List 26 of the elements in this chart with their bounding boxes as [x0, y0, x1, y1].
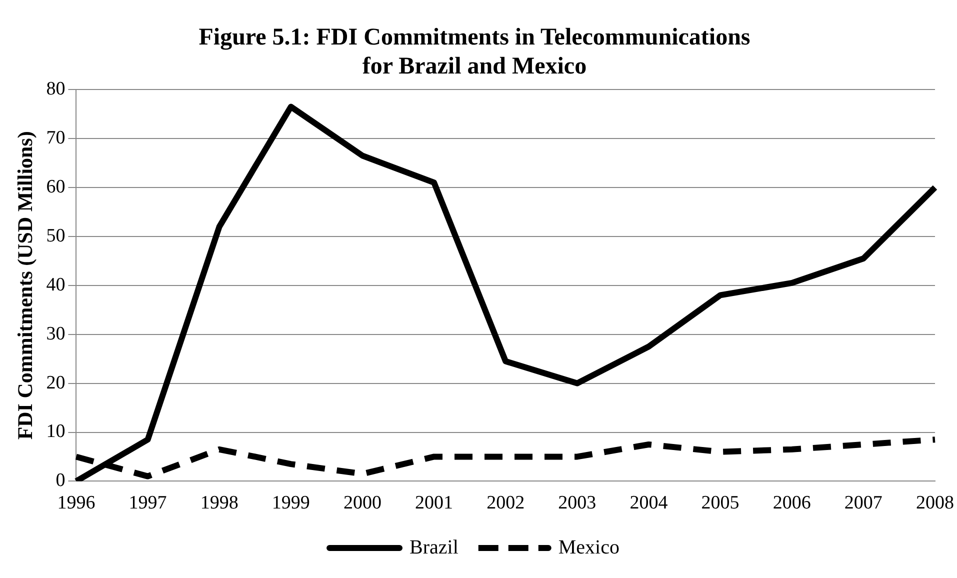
x-tick-label: 2006: [772, 492, 811, 514]
chart-title: Figure 5.1: FDI Commitments in Telecommunications for Brazil and Mexico: [198, 24, 750, 80]
x-tick-label: 2007: [844, 492, 882, 514]
y-tick-label: 10: [46, 421, 66, 442]
y-tick-label: 80: [46, 78, 66, 100]
x-tick-label: 1999: [272, 492, 310, 514]
x-tick-label: 2004: [630, 492, 668, 514]
y-tick-label: 40: [46, 274, 66, 296]
y-tick-label: 60: [46, 176, 66, 198]
x-tick-label: 2001: [415, 492, 454, 514]
x-tick-label: 2002: [486, 492, 525, 514]
y-tick-label: 30: [46, 323, 66, 344]
x-tick-label: 2008: [916, 492, 954, 514]
y-tick-label: 0: [56, 470, 66, 492]
y-tick-label: 70: [46, 128, 66, 149]
y-axis-title: FDI Commitments (USD Millions): [13, 131, 38, 440]
legend-label: Brazil: [410, 536, 459, 558]
x-tick-label: 2005: [701, 492, 740, 514]
x-tick-label: 1996: [57, 492, 96, 514]
y-tick-label: 20: [46, 372, 66, 394]
x-tick-label: 2003: [558, 492, 596, 514]
legend-label: Mexico: [558, 536, 620, 558]
y-tick-label: 50: [46, 225, 66, 246]
x-tick-label: 1998: [200, 492, 238, 514]
x-tick-label: 2000: [343, 492, 382, 514]
x-tick-label: 1997: [128, 492, 167, 514]
